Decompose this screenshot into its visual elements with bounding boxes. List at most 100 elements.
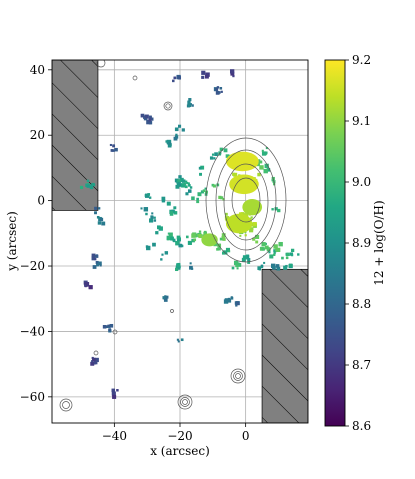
metallicity-pixel [264, 163, 269, 169]
metallicity-pixel [105, 325, 108, 329]
metallicity-pixel [291, 254, 294, 257]
metallicity-pixel [264, 242, 267, 245]
metallicity-pixel [165, 140, 168, 143]
metallicity-pixel [236, 301, 240, 305]
colorbar [324, 59, 346, 427]
metallicity-pixel [111, 391, 116, 396]
metallicity-pixel [168, 141, 172, 145]
metallicity-pixel [99, 264, 102, 267]
metallicity-pixel [167, 232, 170, 235]
metallicity-pixel [286, 252, 290, 256]
metallicity-pixel [237, 263, 242, 267]
metallicity-pixel [201, 70, 206, 75]
metallicity-pixel [204, 230, 207, 234]
y-axis: 40 20 0 −20 −40 −60 [20, 63, 52, 404]
metallicity-pixel [263, 168, 268, 174]
metallicity-pixel [177, 340, 180, 343]
metallicity-pixel [143, 115, 147, 119]
contour-ring [230, 368, 246, 384]
metallicity-pixel [180, 177, 184, 181]
metallicity-pixel [111, 388, 116, 393]
metallicity-pixel [161, 253, 164, 256]
metallicity-pixel [173, 76, 177, 80]
metallicity-pixel [261, 149, 264, 152]
contour-ring [233, 371, 243, 381]
metallicity-pixel [109, 143, 112, 147]
metallicity-pixel [176, 235, 181, 240]
metallicity-pixel [204, 74, 209, 79]
contour-ring [112, 329, 118, 335]
metallicity-pixel [94, 357, 99, 363]
metallicity-pixel [219, 147, 223, 151]
metallicity-pixel [199, 172, 202, 176]
metallicity-pixel [191, 104, 194, 107]
metallicity-pixel [233, 260, 239, 266]
metallicity-pixel [223, 250, 227, 254]
metallicity-pixel [188, 184, 191, 187]
metallicity-pixel [91, 256, 96, 261]
metallicity-pixel [187, 241, 192, 245]
metallicity-blob [229, 174, 259, 195]
metallicity-pixel [217, 243, 222, 248]
metallicity-pixel [297, 253, 300, 256]
metallicity-pixel [211, 183, 215, 187]
metallicity-pixel [259, 165, 264, 170]
metallicity-pixel [102, 221, 105, 224]
metallicity-pixel [175, 184, 180, 189]
metallicity-pixel [288, 263, 293, 268]
metallicity-pixel [252, 222, 257, 226]
metallicity-blob [242, 198, 263, 216]
metallicity-pixel [197, 234, 200, 237]
metallicity-pixel [191, 233, 196, 238]
metallicity-pixel [140, 207, 143, 210]
metallicity-pixel [272, 265, 276, 270]
metallicity-pixel [179, 184, 182, 187]
metallicity-pixel [273, 244, 278, 249]
metallicity-pixel [180, 244, 184, 248]
metallicity-pixel [86, 183, 90, 186]
metallicity-pixel [256, 162, 260, 167]
x-axis: −40 −20 0 [102, 423, 249, 443]
contour-ring [235, 373, 241, 379]
metallicity-pixel [283, 265, 288, 270]
contour-ring [177, 394, 193, 410]
metallicity-pixel [147, 193, 151, 196]
metallicity-pixel [274, 207, 278, 211]
metallicity-pixel [86, 184, 91, 188]
metallicity-pixel [189, 186, 193, 189]
contour-ring [165, 103, 171, 109]
metallicity-pixel [94, 206, 98, 210]
metallicity-pixel [220, 90, 223, 93]
metallicity-pixel [289, 252, 294, 256]
metallicity-pixel [215, 88, 219, 91]
metallicity-blob [225, 151, 259, 172]
metallicity-pixel [221, 251, 226, 255]
contour-ring [205, 137, 287, 263]
metallicity-pixel [114, 147, 118, 152]
metallicity-pixel [218, 195, 222, 200]
x-axis-label: x (arcsec) [150, 444, 210, 458]
metallicity-blob [225, 213, 253, 234]
metallicity-pixel [266, 168, 271, 172]
metallicity-pixel [188, 98, 192, 102]
metallicity-pixel [157, 225, 161, 230]
metallicity-pixel [161, 196, 166, 201]
contour-ring [170, 309, 174, 313]
metallicity-pixel [200, 190, 204, 194]
metallicity-pixel [166, 201, 171, 206]
metallicity-pixel [175, 267, 179, 272]
metallicity-pixel [255, 240, 259, 244]
metallicity-pixel [221, 233, 226, 238]
metallicity-pixel [177, 181, 181, 186]
metallicity-pixel [216, 86, 220, 89]
metallicity-pixel [177, 179, 181, 183]
y-tick-label: 0 [37, 194, 45, 208]
metallicity-pixel [186, 181, 189, 185]
metallicity-pixel [260, 265, 264, 269]
metallicity-pixel [102, 324, 107, 329]
metallicity-pixel [173, 206, 177, 210]
colorbar-tick-label: 8.6 [352, 419, 371, 433]
metallicity-pixel [146, 245, 151, 251]
metallicity-pixel [177, 76, 182, 80]
metallicity-pixel [185, 180, 188, 183]
